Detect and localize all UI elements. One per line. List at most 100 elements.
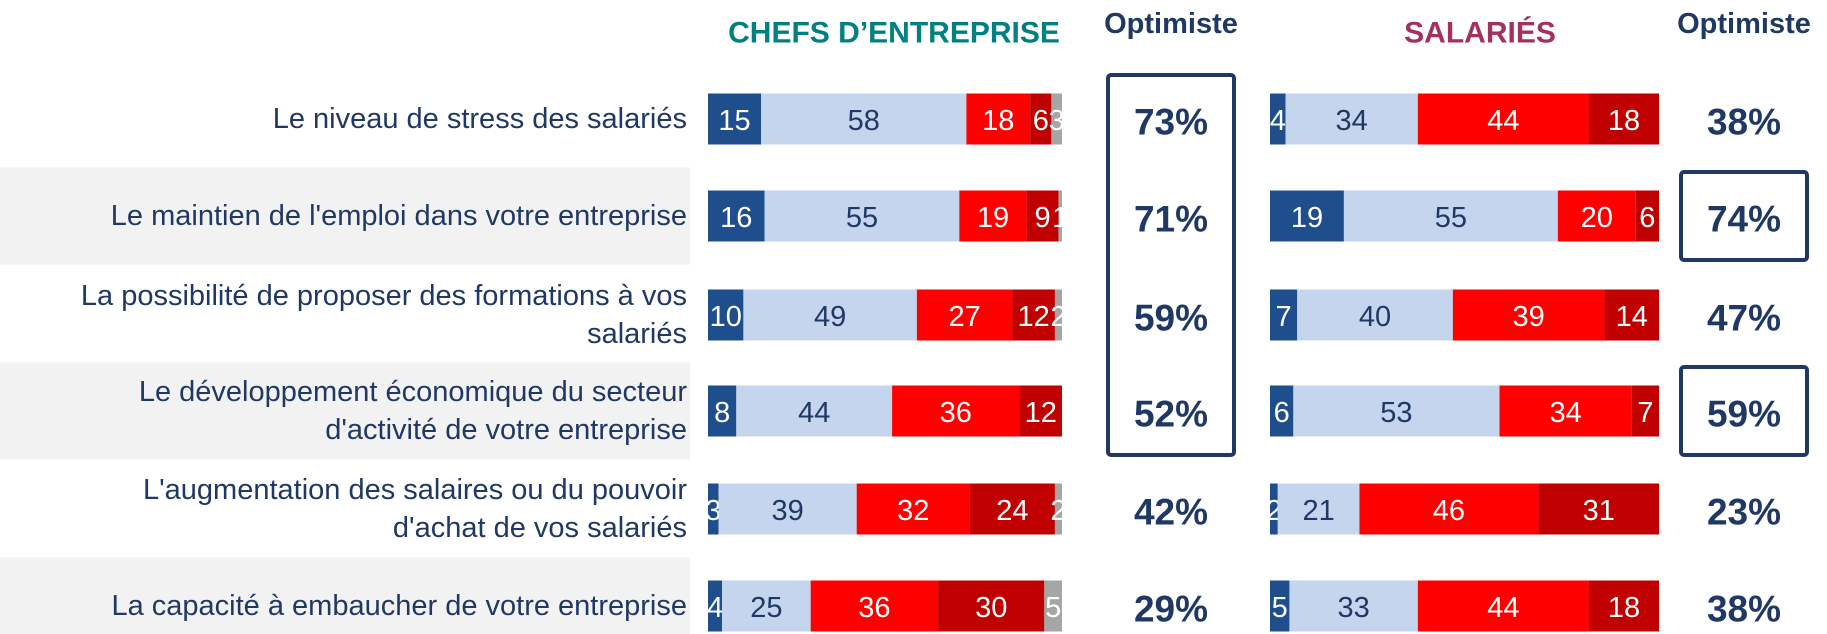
bar-segment <box>916 289 1013 341</box>
bar-segment <box>1051 93 1062 145</box>
bar-segment <box>892 385 1020 437</box>
bar-label: 12 <box>1018 301 1050 333</box>
bar-segment <box>856 483 970 535</box>
bar-label: 36 <box>858 592 890 624</box>
bar-label: 31 <box>1583 495 1615 527</box>
row-band <box>0 362 690 460</box>
highlight-box <box>1679 170 1809 262</box>
bar-label: 6 <box>1033 105 1049 137</box>
bar-segment <box>1270 385 1294 437</box>
bar-label: 1 <box>1052 202 1068 234</box>
bar-label: 3 <box>1049 105 1065 137</box>
bar-label: 34 <box>1336 105 1368 137</box>
bar-label: 15 <box>718 105 750 137</box>
summary-value: 59% <box>1707 394 1781 435</box>
bar-label: 27 <box>949 301 981 333</box>
bar-label: 34 <box>1550 397 1582 429</box>
bar-segment <box>959 190 1027 242</box>
summary-value: 47% <box>1707 298 1781 339</box>
bar-segment <box>718 483 857 535</box>
bar-label: 33 <box>1338 592 1370 624</box>
bar-label: 3 <box>705 495 721 527</box>
summary-value: 52% <box>1134 394 1208 435</box>
bar-label: 40 <box>1359 301 1391 333</box>
summary-value: 29% <box>1134 589 1208 630</box>
bar-segment <box>1499 385 1632 437</box>
category-label: La capacité à embaucher de votre entrepr… <box>111 590 687 622</box>
highlight-box <box>1679 365 1809 457</box>
bar-label: 20 <box>1581 202 1613 234</box>
summary-title: Optimiste <box>1677 8 1811 40</box>
bar-label: 30 <box>975 592 1007 624</box>
bar-segment <box>1452 289 1605 341</box>
bar-segment <box>1285 93 1418 145</box>
bar-label: 32 <box>897 495 929 527</box>
bar-segment <box>708 190 765 242</box>
category-label: Le niveau de stress des salariés <box>272 103 687 135</box>
bar-segment <box>1293 385 1500 437</box>
bar-segment <box>1054 483 1062 535</box>
bar-segment <box>1588 93 1659 145</box>
bar-label: 6 <box>1639 202 1655 234</box>
bar-segment <box>1270 190 1344 242</box>
bar-label: 46 <box>1433 495 1465 527</box>
summary-value: 23% <box>1707 492 1781 533</box>
bar-label: 9 <box>1034 202 1050 234</box>
bar-label: 14 <box>1616 301 1648 333</box>
bar-segment <box>1058 190 1062 242</box>
panel-title: SALARIÉS <box>1404 16 1556 50</box>
bar-label: 58 <box>848 105 880 137</box>
category-label: L'augmentation des salaires ou du pouvoi… <box>142 474 687 544</box>
panel-title: CHEFS D’ENTREPRISE <box>728 17 1060 50</box>
summary-value: 73% <box>1134 102 1208 143</box>
bar-label: 18 <box>1608 592 1640 624</box>
bar-label: 39 <box>772 495 804 527</box>
bar-label: 36 <box>940 397 972 429</box>
bar-label: 39 <box>1513 301 1545 333</box>
bar-segment <box>1277 483 1360 535</box>
row-band <box>0 557 690 634</box>
bar-segment <box>1297 289 1453 341</box>
bar-segment <box>761 93 967 145</box>
category-label: Le maintien de l'emploi dans votre entre… <box>110 200 687 232</box>
bar-segment <box>1270 483 1278 535</box>
bar-label: 53 <box>1380 397 1412 429</box>
bar-label: 19 <box>977 202 1009 234</box>
bar-segment <box>1343 190 1558 242</box>
summary-value: 38% <box>1707 102 1781 143</box>
bar-segment <box>1635 190 1659 242</box>
bar-segment <box>1359 483 1539 535</box>
bar-segment <box>810 580 939 632</box>
bar-label: 18 <box>1608 105 1640 137</box>
bar-segment <box>1030 93 1052 145</box>
bar-label: 19 <box>1291 202 1323 234</box>
bar-label: 5 <box>1045 592 1061 624</box>
bar-label: 24 <box>996 495 1028 527</box>
bar-label: 10 <box>710 301 742 333</box>
bar-label: 55 <box>1435 202 1467 234</box>
bar-segment <box>966 93 1031 145</box>
bar-label: 4 <box>707 592 723 624</box>
bar-segment <box>1631 385 1659 437</box>
bar-segment <box>1270 580 1290 632</box>
highlight-box <box>1106 73 1236 457</box>
bar-label: 44 <box>1487 592 1519 624</box>
bar-segment <box>743 289 917 341</box>
bar-segment <box>1588 580 1659 632</box>
bar-label: 55 <box>846 202 878 234</box>
bar-segment <box>1019 385 1062 437</box>
summary-value: 71% <box>1134 199 1208 240</box>
bar-segment <box>1270 93 1286 145</box>
category-label: La possibilité de proposer des formation… <box>80 280 687 350</box>
bar-segment <box>1417 580 1589 632</box>
bar-segment <box>1417 93 1589 145</box>
bar-label: 8 <box>714 397 730 429</box>
bar-segment <box>1012 289 1055 341</box>
bar-segment <box>938 580 1045 632</box>
bar-segment <box>722 580 811 632</box>
bar-segment <box>708 93 762 145</box>
row-band <box>0 167 690 265</box>
bar-segment <box>736 385 893 437</box>
